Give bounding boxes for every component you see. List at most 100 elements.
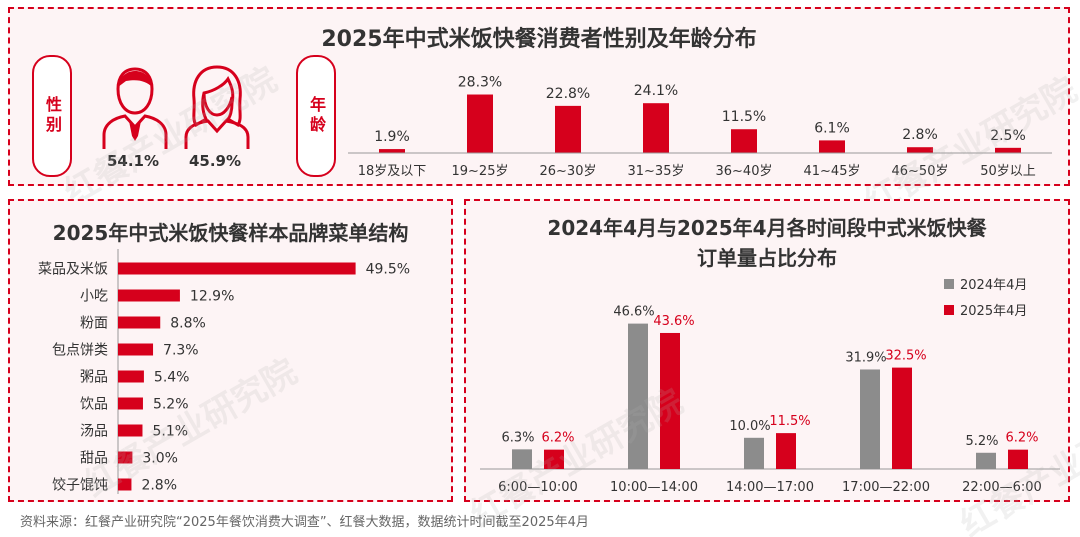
age-category-label: 19~25岁: [452, 164, 509, 179]
male-person-icon: [98, 61, 172, 151]
source-note: 资料来源：红餐产业研究院“2025年餐饮消费大调查”、红餐大数据，数据统计时间截…: [20, 515, 589, 530]
menu-category-label: 粥品: [80, 369, 108, 386]
age-category-label: 26~30岁: [540, 164, 597, 179]
value-label-2025: 6.2%: [1005, 431, 1038, 446]
menu-value-label: 5.4%: [154, 370, 190, 386]
menu-bar: [118, 316, 161, 329]
menu-category-label: 饺子馄饨: [52, 478, 108, 494]
bar-2025: [1008, 449, 1028, 469]
menu-value-label: 2.8%: [141, 478, 177, 494]
time-category-label: 14:00—17:00: [726, 480, 814, 495]
menu-category-label: 菜品及米饭: [38, 262, 108, 278]
gender-label-pill: 性别: [32, 55, 72, 177]
menu-category-label: 小吃: [80, 289, 108, 305]
age-bar: [907, 147, 933, 153]
order-time-title-line1: 2024年4月与2025年4月各时间段中式米饭快餐: [547, 216, 987, 240]
bar-2024: [860, 369, 880, 469]
legend-label-2024: 2024年4月: [960, 278, 1027, 293]
menu-value-label: 3.0%: [142, 451, 178, 467]
bar-2025: [892, 367, 912, 469]
value-label-2024: 10.0%: [729, 419, 770, 434]
time-category-label: 6:00—10:00: [498, 480, 578, 495]
menu-category-label: 汤品: [80, 424, 108, 440]
age-value-label: 2.8%: [902, 127, 938, 143]
female-percentage: 45.9%: [188, 152, 242, 170]
age-bar: [379, 149, 405, 153]
order-time-chart: 6.3% 6.2% 6:00—10:00 46.6%43.6% 10:00—14:00 1…: [480, 278, 1060, 495]
menu-bar: [118, 397, 143, 410]
legend-swatch-2025: [944, 305, 954, 315]
age-bar: [995, 147, 1021, 153]
time-category-label: 22:00—6:00: [962, 480, 1042, 495]
age-value-label: 28.3%: [458, 75, 502, 91]
value-label-2024: 6.3%: [501, 430, 534, 445]
gender-label: 性别: [43, 96, 62, 136]
menu-bar: [118, 451, 133, 464]
bar-2025: [544, 449, 564, 469]
value-label-2024: 5.2%: [965, 434, 998, 449]
menu-bar: [118, 424, 143, 437]
age-value-label: 22.8%: [546, 86, 590, 102]
age-label: 年龄: [307, 96, 326, 136]
age-bar: [555, 105, 581, 153]
menu-bar: [118, 478, 132, 491]
menu-structure-panel: 2025年中式米饭快餐样本品牌菜单结构 菜品及米饭 49.5% 小吃 12.9% 粉面 8…: [8, 199, 453, 505]
menu-value-label: 12.9%: [190, 289, 234, 305]
menu-structure-chart: 菜品及米饭 49.5% 小吃 12.9% 粉面 8.8% 包点饼类 7.3% 粥品 5.4% 饮品 5…: [38, 249, 410, 494]
menu-bar: [118, 343, 154, 356]
time-category-label: 10:00—14:00: [610, 480, 698, 495]
menu-value-label: 8.8%: [170, 316, 206, 332]
value-label-2024: 46.6%: [613, 305, 654, 320]
menu-bar: [118, 370, 144, 383]
bar-2024: [976, 452, 996, 469]
menu-structure-title: 2025年中式米饭快餐样本品牌菜单结构: [52, 221, 409, 245]
bar-2024: [744, 437, 764, 469]
age-category-label: 18岁及以下: [358, 164, 427, 179]
age-value-label: 1.9%: [374, 129, 410, 145]
male-percentage: 54.1%: [106, 152, 160, 170]
time-category-label: 17:00—22:00: [842, 480, 930, 495]
bar-2024: [512, 449, 532, 469]
age-category-label: 31~35岁: [628, 164, 685, 179]
menu-category-label: 粉面: [80, 316, 108, 332]
age-bar: [819, 140, 845, 153]
age-value-label: 24.1%: [634, 83, 678, 99]
age-value-label: 2.5%: [990, 128, 1026, 144]
value-label-2025: 6.2%: [541, 431, 574, 446]
menu-value-label: 5.2%: [153, 397, 189, 413]
menu-category-label: 饮品: [80, 397, 108, 413]
age-gender-title: 2025年中式米饭快餐消费者性别及年龄分布: [321, 27, 757, 52]
menu-value-label: 7.3%: [163, 343, 199, 359]
bar-2025: [660, 332, 680, 469]
value-label-2025: 43.6%: [653, 314, 694, 329]
menu-category-label: 甜品: [80, 451, 108, 467]
age-gender-panel: 2025年中式米饭快餐消费者性别及年龄分布 性别 54.1% 45.9% 年龄 …: [8, 7, 1080, 223]
age-category-label: 50岁以上: [980, 164, 1036, 179]
age-bar: [731, 129, 757, 153]
menu-value-label: 49.5%: [366, 262, 410, 278]
age-category-label: 41~45岁: [804, 164, 861, 179]
order-time-title-line2: 订单量占比分布: [697, 246, 837, 270]
bar-2025: [776, 433, 796, 469]
age-value-label: 11.5%: [722, 109, 766, 125]
value-label-2025: 11.5%: [769, 414, 810, 429]
age-label-pill: 年龄: [296, 55, 336, 177]
menu-bar: [118, 289, 180, 302]
legend-label-2025: 2025年4月: [960, 304, 1027, 319]
menu-category-label: 包点饼类: [52, 343, 108, 359]
age-category-label: 46~50岁: [892, 164, 949, 179]
age-distribution-chart: 1.9% 18岁及以下 28.3% 19~25岁 22.8% 26~30岁 24.1% 31~…: [348, 75, 1052, 179]
menu-bar: [118, 262, 356, 275]
value-label-2024: 31.9%: [845, 350, 886, 365]
order-time-panel: 2024年4月与2025年4月各时间段中式米饭快餐 订单量占比分布 6.3% 6.…: [464, 199, 1080, 537]
female-person-icon: [180, 61, 254, 151]
age-value-label: 6.1%: [814, 120, 850, 136]
age-bar: [643, 103, 669, 153]
order-time-title: 2024年4月与2025年4月各时间段中式米饭快餐 订单量占比分布: [466, 213, 1068, 273]
value-label-2025: 32.5%: [885, 349, 926, 364]
legend-swatch-2024: [944, 279, 954, 289]
bar-2024: [628, 323, 648, 469]
age-category-label: 36~40岁: [716, 164, 773, 179]
age-bar: [467, 94, 493, 153]
menu-value-label: 5.1%: [152, 424, 188, 440]
